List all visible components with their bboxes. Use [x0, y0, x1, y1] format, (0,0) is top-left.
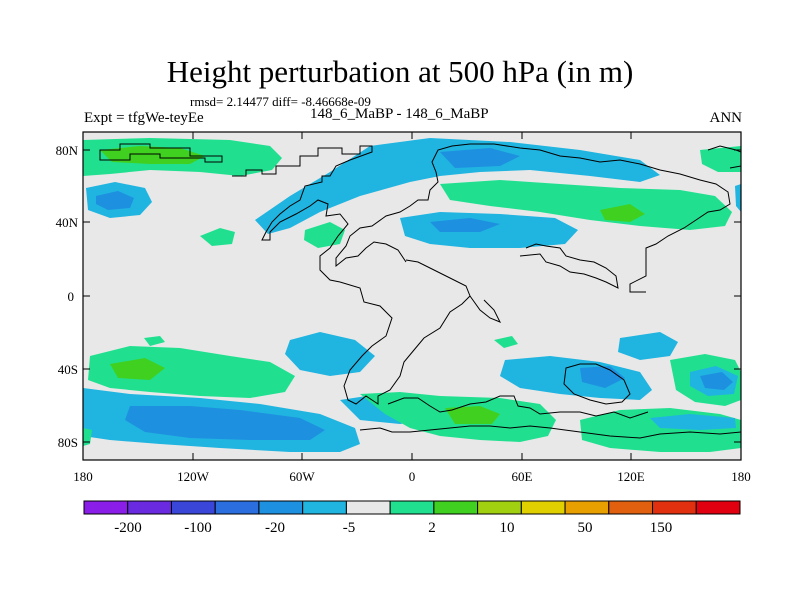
lat-label: 80S: [58, 435, 78, 450]
colorbar-label: 50: [578, 520, 593, 536]
lon-label: 120E: [617, 469, 645, 484]
lon-label: 0: [409, 469, 416, 484]
coastline-greenland-canada: [232, 145, 373, 283]
contour-negative-core: [96, 191, 134, 210]
contour-positive-core: [110, 358, 165, 380]
colorbar-box: [170, 500, 216, 515]
contour-positive: [494, 336, 518, 348]
contour-negative-core: [580, 366, 625, 388]
colorbar-box: [608, 500, 654, 515]
colorbar-box: [477, 500, 522, 515]
contour-negative-core: [440, 148, 520, 168]
coastline-north-america: [99, 143, 223, 163]
colorbar-box: [127, 500, 172, 515]
axis-ticks: [83, 132, 741, 460]
lon-label: 180: [73, 469, 93, 484]
contour-negative: [735, 184, 741, 212]
subtitle: 148_6_MaBP - 148_6_MaBP: [310, 106, 489, 122]
coastline-africa-south: [469, 295, 502, 323]
lat-label: 80N: [56, 143, 79, 158]
coastline-asia-south: [519, 243, 619, 289]
contour-positive: [144, 336, 165, 346]
contour-negative-core: [430, 218, 500, 232]
colorbar-box: [389, 500, 435, 515]
lat-label: 0: [68, 289, 75, 304]
colorbar-label: -200: [114, 520, 142, 536]
contour-negative-core: [700, 372, 733, 390]
colorbar-box: [302, 500, 347, 515]
chart-title: Height perturbation at 500 hPa (in m): [166, 54, 634, 89]
coastline-australia: [563, 363, 631, 405]
colorbar-label: 2: [428, 520, 436, 536]
colorbar-box: [258, 500, 304, 515]
contour-negative: [285, 332, 375, 376]
stats-text: rmsd= 2.14477 diff= -8.46668e-09: [190, 94, 371, 109]
coastlines: [99, 143, 741, 439]
lon-label: 120W: [177, 469, 210, 484]
coastline-east-asia: [707, 145, 741, 169]
coastline-africa-eurasia: [335, 143, 731, 293]
contour-negative: [255, 138, 660, 234]
contour-field: [83, 138, 741, 452]
colorbar-box: [520, 500, 566, 515]
coastline-antarctic-africa: [387, 395, 649, 419]
lat-label: 40S: [58, 362, 78, 377]
colorbar-box: [433, 500, 479, 515]
contour-positive-core: [600, 204, 645, 222]
colorbar-box: [214, 500, 260, 515]
lon-label: 60W: [289, 469, 315, 484]
contour-negative-core: [125, 406, 325, 440]
colorbar-label: 150: [650, 520, 673, 536]
season-label: ANN: [709, 110, 743, 126]
colorbar-box: [345, 500, 391, 515]
lon-label: 60E: [512, 469, 533, 484]
contour-negative: [618, 332, 678, 360]
colorbar-label: -100: [184, 520, 212, 536]
coastline-antarctica: [359, 425, 741, 439]
lat-label: 40N: [56, 215, 79, 230]
colorbar-label: -5: [343, 520, 356, 536]
contour-negative: [650, 414, 736, 430]
colorbar-box: [695, 500, 741, 515]
colorbar-box: [564, 500, 610, 515]
colorbar-label: 10: [500, 520, 515, 536]
colorbar-label: -20: [265, 520, 285, 536]
contour-positive: [200, 228, 235, 246]
coastline-south-america: [339, 259, 471, 405]
experiment-label: Expt = tfgWe-teyEe: [84, 110, 204, 126]
contour-positive-core: [445, 406, 500, 424]
colorbar: [83, 500, 741, 515]
colorbar-box: [83, 500, 129, 515]
colorbar-box: [652, 500, 697, 515]
contour-positive: [700, 146, 741, 172]
contour-positive: [440, 180, 732, 230]
lon-label: 180: [731, 469, 751, 484]
contour-negative: [500, 356, 652, 400]
